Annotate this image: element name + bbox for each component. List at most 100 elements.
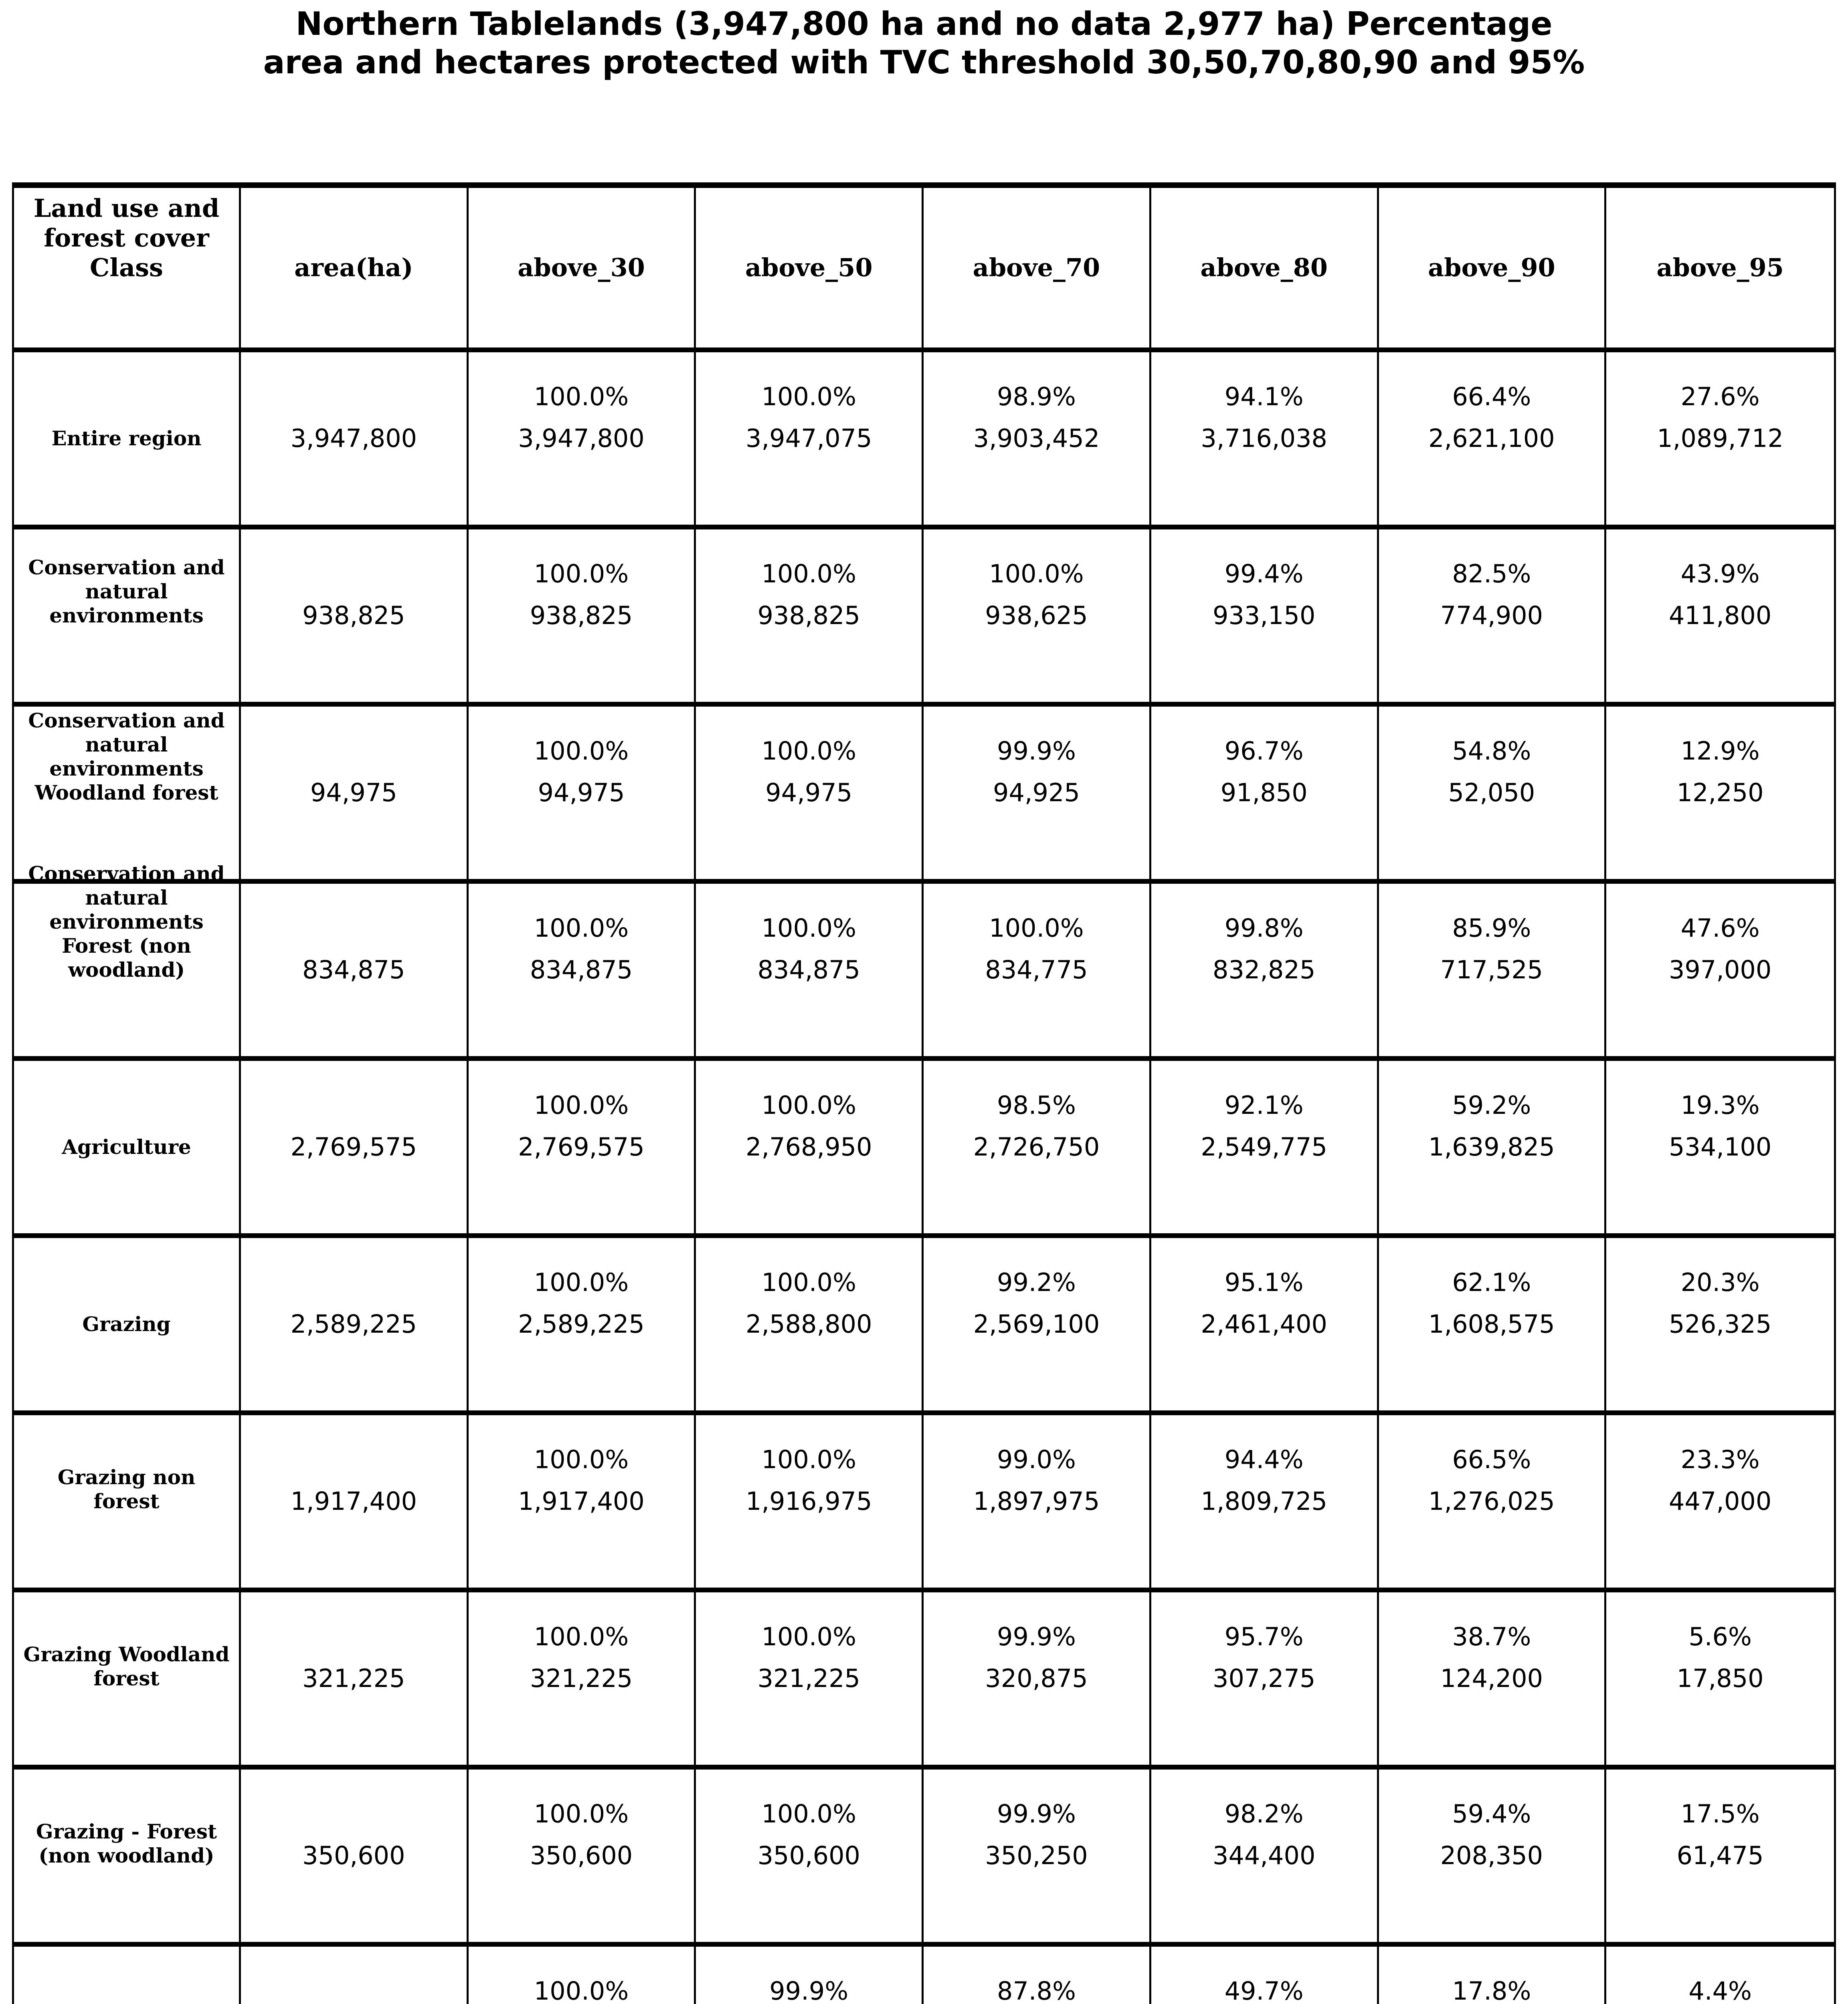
row-label-cell-text: Conservation and natural environments Fo… [28,862,225,982]
area-cell: 3,947,800 [241,352,469,525]
value-cell-above-90-text: 82.5% 774,900 [1440,559,1543,630]
value-cell-above-50: 100.0% 834,875 [696,884,924,1056]
value-cell-above-80-text: 94.4% 1,809,725 [1201,1445,1327,1516]
value-cell-above-70-text: 100.0% 938,625 [985,559,1088,630]
value-cell-above-50: 100.0% 321,225 [696,1592,924,1765]
row-label-cell-text: Conservation and natural environments Wo… [28,709,225,804]
table-row: Cropping172,625 100.0% 172,625 99.9% 172,4… [14,1947,1834,2004]
value-cell-above-90-text: 85.9% 717,525 [1440,913,1543,984]
value-cell-above-80-text: 96.7% 91,850 [1220,736,1308,807]
value-cell-above-30: 100.0% 94,975 [469,707,696,879]
value-cell-above-80: 99.8% 832,825 [1151,884,1379,1056]
value-cell-above-50: 100.0% 1,916,975 [696,1415,924,1588]
header-cell-above_95-text: above_95 [1656,253,1784,282]
header-cell-above_90: above_90 [1379,188,1607,347]
value-cell-above-30-text: 100.0% 3,947,800 [518,382,645,453]
value-cell-above-50: 100.0% 938,825 [696,529,924,702]
value-cell-above-80-text: 49.7% 85,725 [1224,1976,1304,2004]
value-cell-above-70: 100.0% 834,775 [924,884,1151,1056]
value-cell-above-80-text: 95.7% 307,275 [1213,1622,1316,1693]
value-cell-above-90-text: 66.5% 1,276,025 [1428,1445,1555,1516]
value-cell-above-95: 23.3% 447,000 [1606,1415,1834,1588]
value-cell-above-30-text: 100.0% 172,625 [534,1976,629,2004]
row-label-cell: Grazing [14,1238,241,1410]
data-table: Land use and forest cover Class area(ha) a… [12,182,1836,2004]
value-cell-above-90-text: 17.8% 30,700 [1452,1976,1531,2004]
header-cell-above_80-text: above_80 [1200,253,1328,282]
row-label-cell-text: Entire region [51,426,202,450]
table-row: Agriculture 2,769,575 100.0% 2,769,575 100.… [14,1061,1834,1238]
header-cell-area(ha)-text: area(ha) [294,253,413,282]
value-cell-above-50: 100.0% 2,768,950 [696,1061,924,1233]
area-cell-text: 3,947,800 [290,424,417,453]
value-cell-above-80: 99.4% 933,150 [1151,529,1379,702]
area-cell: 172,625 [241,1947,469,2004]
value-cell-above-90: 59.4% 208,350 [1379,1770,1607,1942]
value-cell-above-30-text: 100.0% 350,600 [530,1799,633,1870]
value-cell-above-90: 59.2% 1,639,825 [1379,1061,1607,1233]
row-label-cell-text: Grazing Woodland forest [23,1642,230,1690]
value-cell-above-70-text: 100.0% 834,775 [985,913,1088,984]
value-cell-above-30-text: 100.0% 94,975 [534,736,629,807]
value-cell-above-70-text: 98.9% 3,903,452 [973,382,1100,453]
area-cell: 1,917,400 [241,1415,469,1588]
value-cell-above-70-text: 99.0% 1,897,975 [973,1445,1100,1516]
value-cell-above-70: 100.0% 938,625 [924,529,1151,702]
value-cell-above-90-text: 66.4% 2,621,100 [1428,382,1555,453]
table-row: Conservation and natural environments Wo… [14,707,1834,884]
value-cell-above-50-text: 100.0% 834,875 [757,913,860,984]
value-cell-above-90: 66.5% 1,276,025 [1379,1415,1607,1588]
header-cell-class: Land use and forest cover Class [14,188,241,347]
value-cell-above-50: 100.0% 3,947,075 [696,352,924,525]
value-cell-above-95-text: 5.6% 17,850 [1676,1622,1764,1693]
value-cell-above-90-text: 38.7% 124,200 [1440,1622,1543,1693]
value-cell-above-50-text: 100.0% 350,600 [757,1799,860,1870]
value-cell-above-80: 98.2% 344,400 [1151,1770,1379,1942]
value-cell-above-80: 92.1% 2,549,775 [1151,1061,1379,1233]
value-cell-above-50-text: 100.0% 321,225 [757,1622,860,1693]
value-cell-above-90: 85.9% 717,525 [1379,884,1607,1056]
header-cell-above_70-text: above_70 [973,253,1100,282]
value-cell-above-80: 96.7% 91,850 [1151,707,1379,879]
value-cell-above-90: 54.8% 52,050 [1379,707,1607,879]
value-cell-above-90: 66.4% 2,621,100 [1379,352,1607,525]
area-cell-text: 938,825 [302,601,405,630]
value-cell-above-95: 47.6% 397,000 [1606,884,1834,1056]
row-label-cell: Cropping [14,1947,241,2004]
area-cell: 350,600 [241,1770,469,1942]
table-row: Grazing - Forest (non woodland) 350,600 10… [14,1770,1834,1947]
area-cell-text: 321,225 [302,1664,405,1693]
value-cell-above-30: 100.0% 321,225 [469,1592,696,1765]
table-row: Conservation and natural environments Fo… [14,862,1834,1061]
value-cell-above-80-text: 98.2% 344,400 [1213,1799,1316,1870]
value-cell-above-95: 19.3% 534,100 [1606,1061,1834,1233]
row-label-cell-text: Grazing non forest [57,1465,196,1513]
value-cell-above-70-text: 87.8% 151,500 [997,1976,1076,2004]
area-cell: 938,825 [241,529,469,702]
value-cell-above-30: 100.0% 938,825 [469,529,696,702]
value-cell-above-90-text: 62.1% 1,608,575 [1428,1268,1555,1339]
header-cell-above_50-text: above_50 [745,253,873,282]
value-cell-above-80: 95.7% 307,275 [1151,1592,1379,1765]
value-cell-above-90: 38.7% 124,200 [1379,1592,1607,1765]
area-cell-text: 94,975 [310,778,397,807]
value-cell-above-30: 100.0% 834,875 [469,884,696,1056]
value-cell-above-30-text: 100.0% 2,589,225 [518,1268,645,1339]
value-cell-above-30: 100.0% 3,947,800 [469,352,696,525]
value-cell-above-80-text: 99.8% 832,825 [1213,913,1316,984]
value-cell-above-95: 5.6% 17,850 [1606,1592,1834,1765]
value-cell-above-90-text: 59.4% 208,350 [1440,1799,1543,1870]
header-cell-above_30-text: above_30 [518,253,645,282]
row-label-cell: Entire region [14,352,241,525]
row-label-cell: Grazing Woodland forest [14,1592,241,1765]
value-cell-above-50: 100.0% 350,600 [696,1770,924,1942]
table-row: Grazing Woodland forest 321,225 100.0% 321… [14,1592,1834,1770]
value-cell-above-50-text: 100.0% 938,825 [757,559,860,630]
value-cell-above-95-text: 43.9% 411,800 [1668,559,1772,630]
value-cell-above-95-text: 19.3% 534,100 [1668,1091,1772,1162]
value-cell-above-90-text: 54.8% 52,050 [1448,736,1535,807]
header-cell-above_90-text: above_90 [1428,253,1555,282]
value-cell-above-95-text: 4.4% 7,675 [1688,1976,1752,2004]
value-cell-above-50: 100.0% 2,588,800 [696,1238,924,1410]
